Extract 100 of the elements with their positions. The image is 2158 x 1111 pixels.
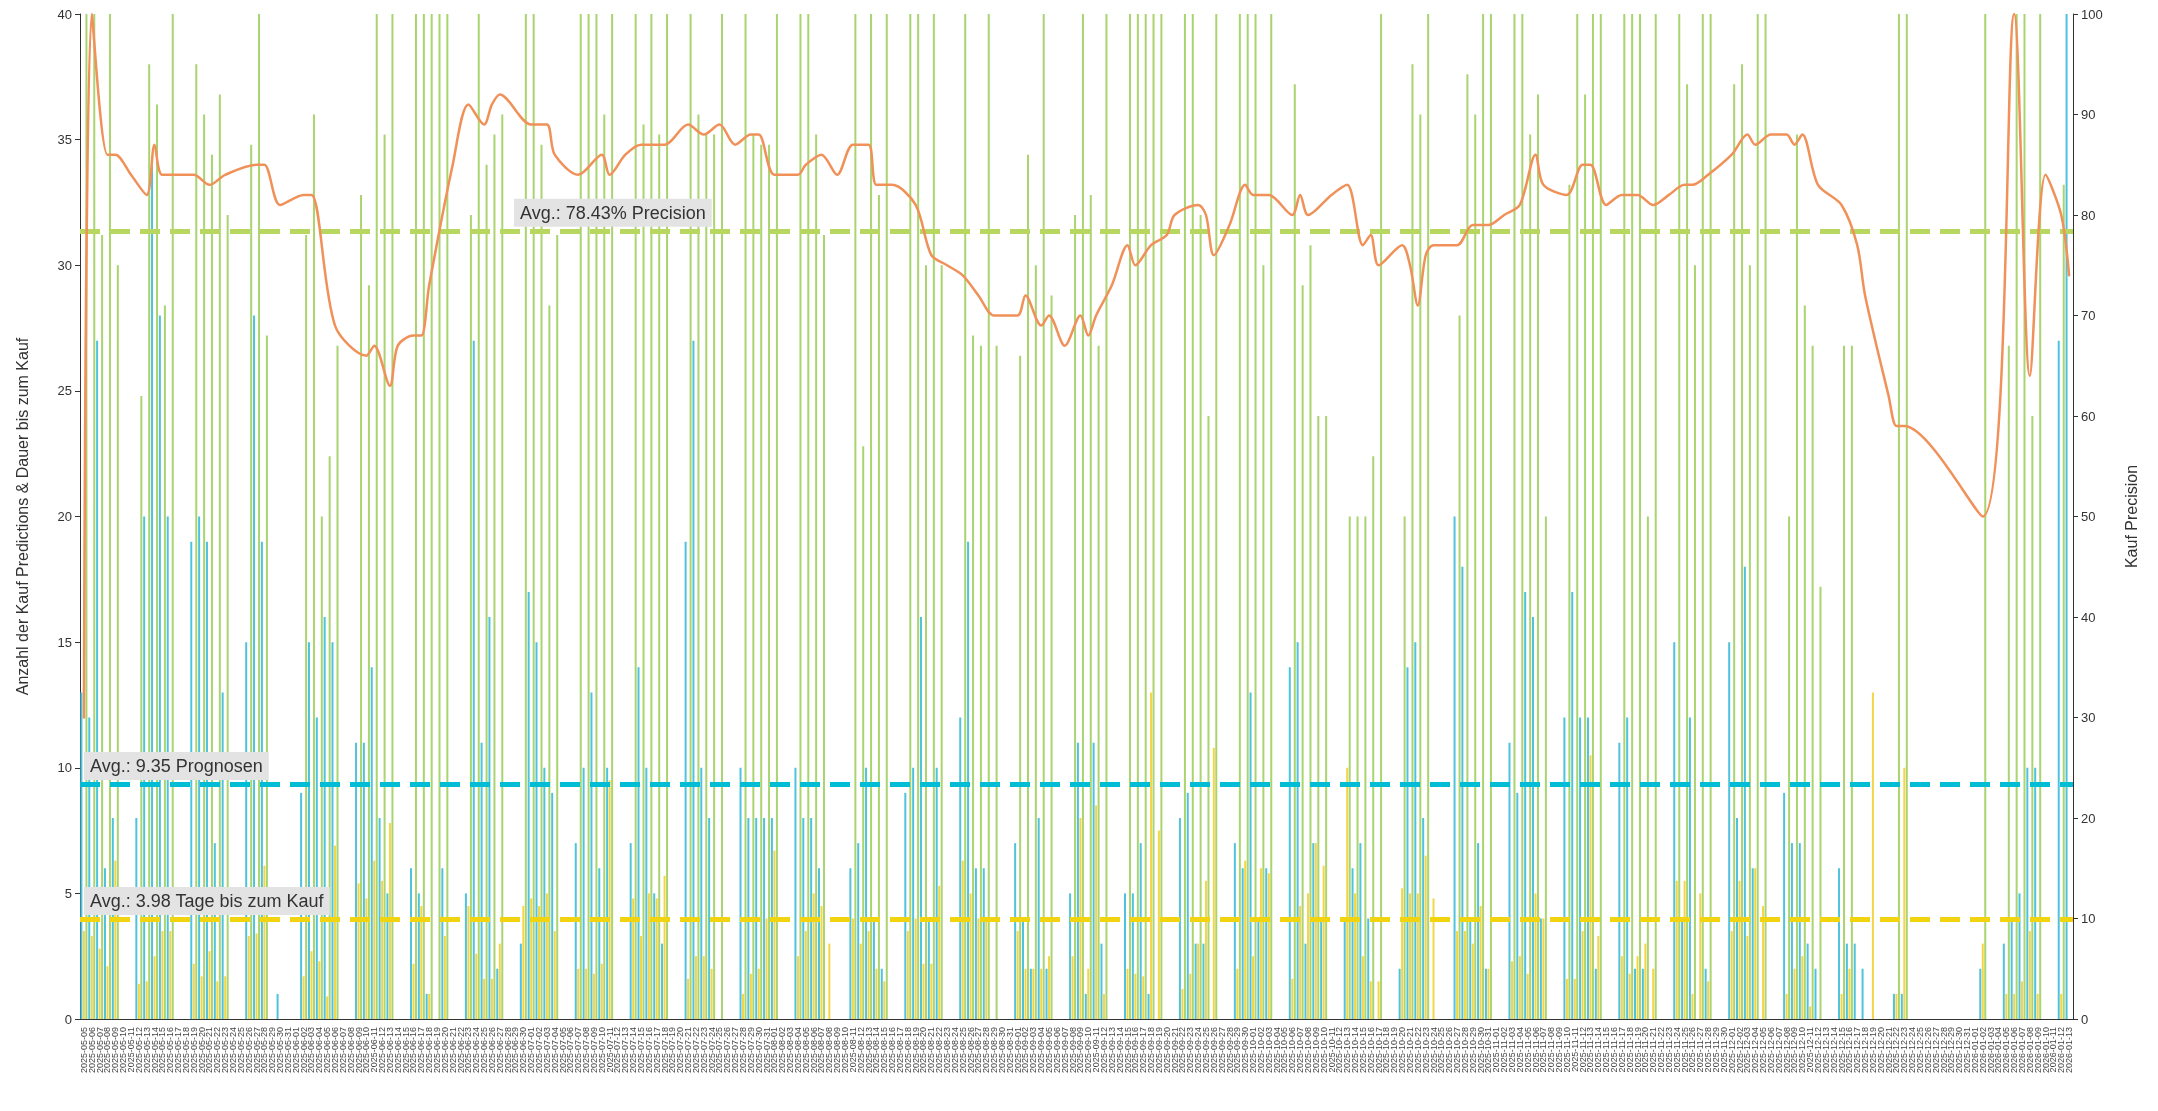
bar [1427,14,1430,1019]
bar [1785,993,1788,1019]
bar [1838,868,1841,1019]
x-tick-label: 2025-05-13 [141,1027,152,1074]
y-tick-label: 0 [64,1011,72,1027]
bar [1186,792,1189,1019]
x-tick-label: 2025-10-05 [1279,1027,1290,1074]
bar [1626,717,1629,1019]
x-tick-label: 2026-01-03 [1985,1027,1996,1074]
bar [383,134,386,1019]
x-tick-label: 2025-07-31 [761,1027,772,1074]
x-tick-label: 2025-05-06 [86,1027,97,1074]
bar [1738,880,1741,1019]
bar [161,931,164,1019]
x-tick-label: 2025-06-28 [502,1027,513,1074]
bar [1432,898,1435,1019]
bar [1069,893,1072,1019]
bar [1045,968,1048,1019]
bar [1377,981,1380,1019]
x-tick-label: 2025-05-08 [102,1027,113,1074]
x-tick-label: 2025-07-18 [659,1027,670,1074]
bar [875,968,878,1019]
x-tick-label: 2025-09-21 [1169,1027,1180,1074]
bar [381,880,384,1019]
bar [2002,943,2005,1019]
x-tick-label: 2025-10-06 [1287,1027,1298,1074]
bar [551,792,554,1019]
x-tick-label: 2025-12-23 [1899,1027,1910,1074]
x-tick-label: 2025-10-24 [1428,1027,1439,1074]
bar [930,963,933,1019]
bar [1267,873,1270,1019]
x-tick-label: 2025-05-23 [220,1027,231,1074]
bar [1639,14,1642,1019]
bar [694,956,697,1019]
x-tick-label: 2025-12-22 [1891,1027,1902,1074]
bar [1848,968,1851,1019]
bar [1204,880,1207,1019]
ref-line-label: Avg.: 3.98 Tage bis zum Kauf [90,891,325,911]
bar [360,194,363,1019]
x-tick-label: 2025-06-03 [306,1027,317,1074]
bar [1419,114,1422,1019]
x-tick-label: 2025-11-18 [1624,1027,1635,1073]
bar [1591,14,1594,1019]
x-tick-label: 2025-05-11 [126,1027,136,1073]
x-tick-label: 2025-06-30 [518,1027,529,1074]
bar [467,905,470,1019]
bar [1683,880,1686,1019]
bar [854,14,857,1019]
y2-tick-label: 60 [2081,408,2096,424]
bar [1730,931,1733,1019]
bar [1762,905,1765,1019]
bar [1701,14,1704,1019]
x-tick-label: 2025-06-22 [455,1027,466,1074]
x-tick-label: 2025-11-26 [1687,1027,1698,1073]
bar [1544,516,1547,1019]
bar [548,305,551,1019]
bar [1027,154,1029,1019]
x-tick-label: 2025-05-29 [267,1027,278,1074]
x-tick-label: 2025-09-20 [1161,1027,1172,1074]
x-tick-label: 2025-07-26 [722,1027,733,1074]
bar [705,134,708,1019]
x-tick-label: 2025-12-14 [1828,1027,1839,1074]
bar [1048,956,1051,1019]
bar [1074,215,1077,1019]
bar [1850,345,1853,1019]
bar [530,898,533,1019]
bar [582,767,585,1019]
bar [810,818,813,1019]
bar [987,14,990,1019]
bar [98,948,101,1019]
bar [964,14,967,1019]
bar [815,134,818,1019]
bar [870,14,873,1019]
bar [906,931,909,1019]
bar [773,850,776,1019]
bar [770,818,773,1019]
y2-tick-label: 0 [2081,1011,2089,1027]
y2-tick-label: 40 [2081,609,2096,625]
x-tick-label: 2025-10-25 [1436,1027,1447,1074]
x-tick-label: 2025-08-13 [863,1027,874,1074]
x-tick-label: 2025-09-17 [1138,1027,1149,1074]
x-tick-label: 2025-09-29 [1232,1027,1243,1074]
bar [1537,94,1540,1019]
line-series [82,12,2071,719]
bar [1246,14,1249,1019]
x-tick-label: 2025-12-27 [1930,1027,1941,1074]
bar [1594,968,1597,1019]
bar [483,978,486,1019]
bar [446,14,449,1019]
bar [1581,931,1584,1019]
x-tick-label: 2025-12-07 [1773,1027,1784,1074]
bar [880,968,883,1019]
x-tick-label: 2025-09-30 [1240,1027,1251,1074]
x-tick-label: 2025-06-23 [463,1027,474,1074]
bar [1325,416,1328,1019]
bar [977,918,980,1019]
bar [1369,981,1372,1019]
x-tick-label: 2025-10-12 [1334,1027,1345,1074]
x-tick-label: 2025-06-24 [471,1027,482,1074]
bar [574,843,577,1019]
